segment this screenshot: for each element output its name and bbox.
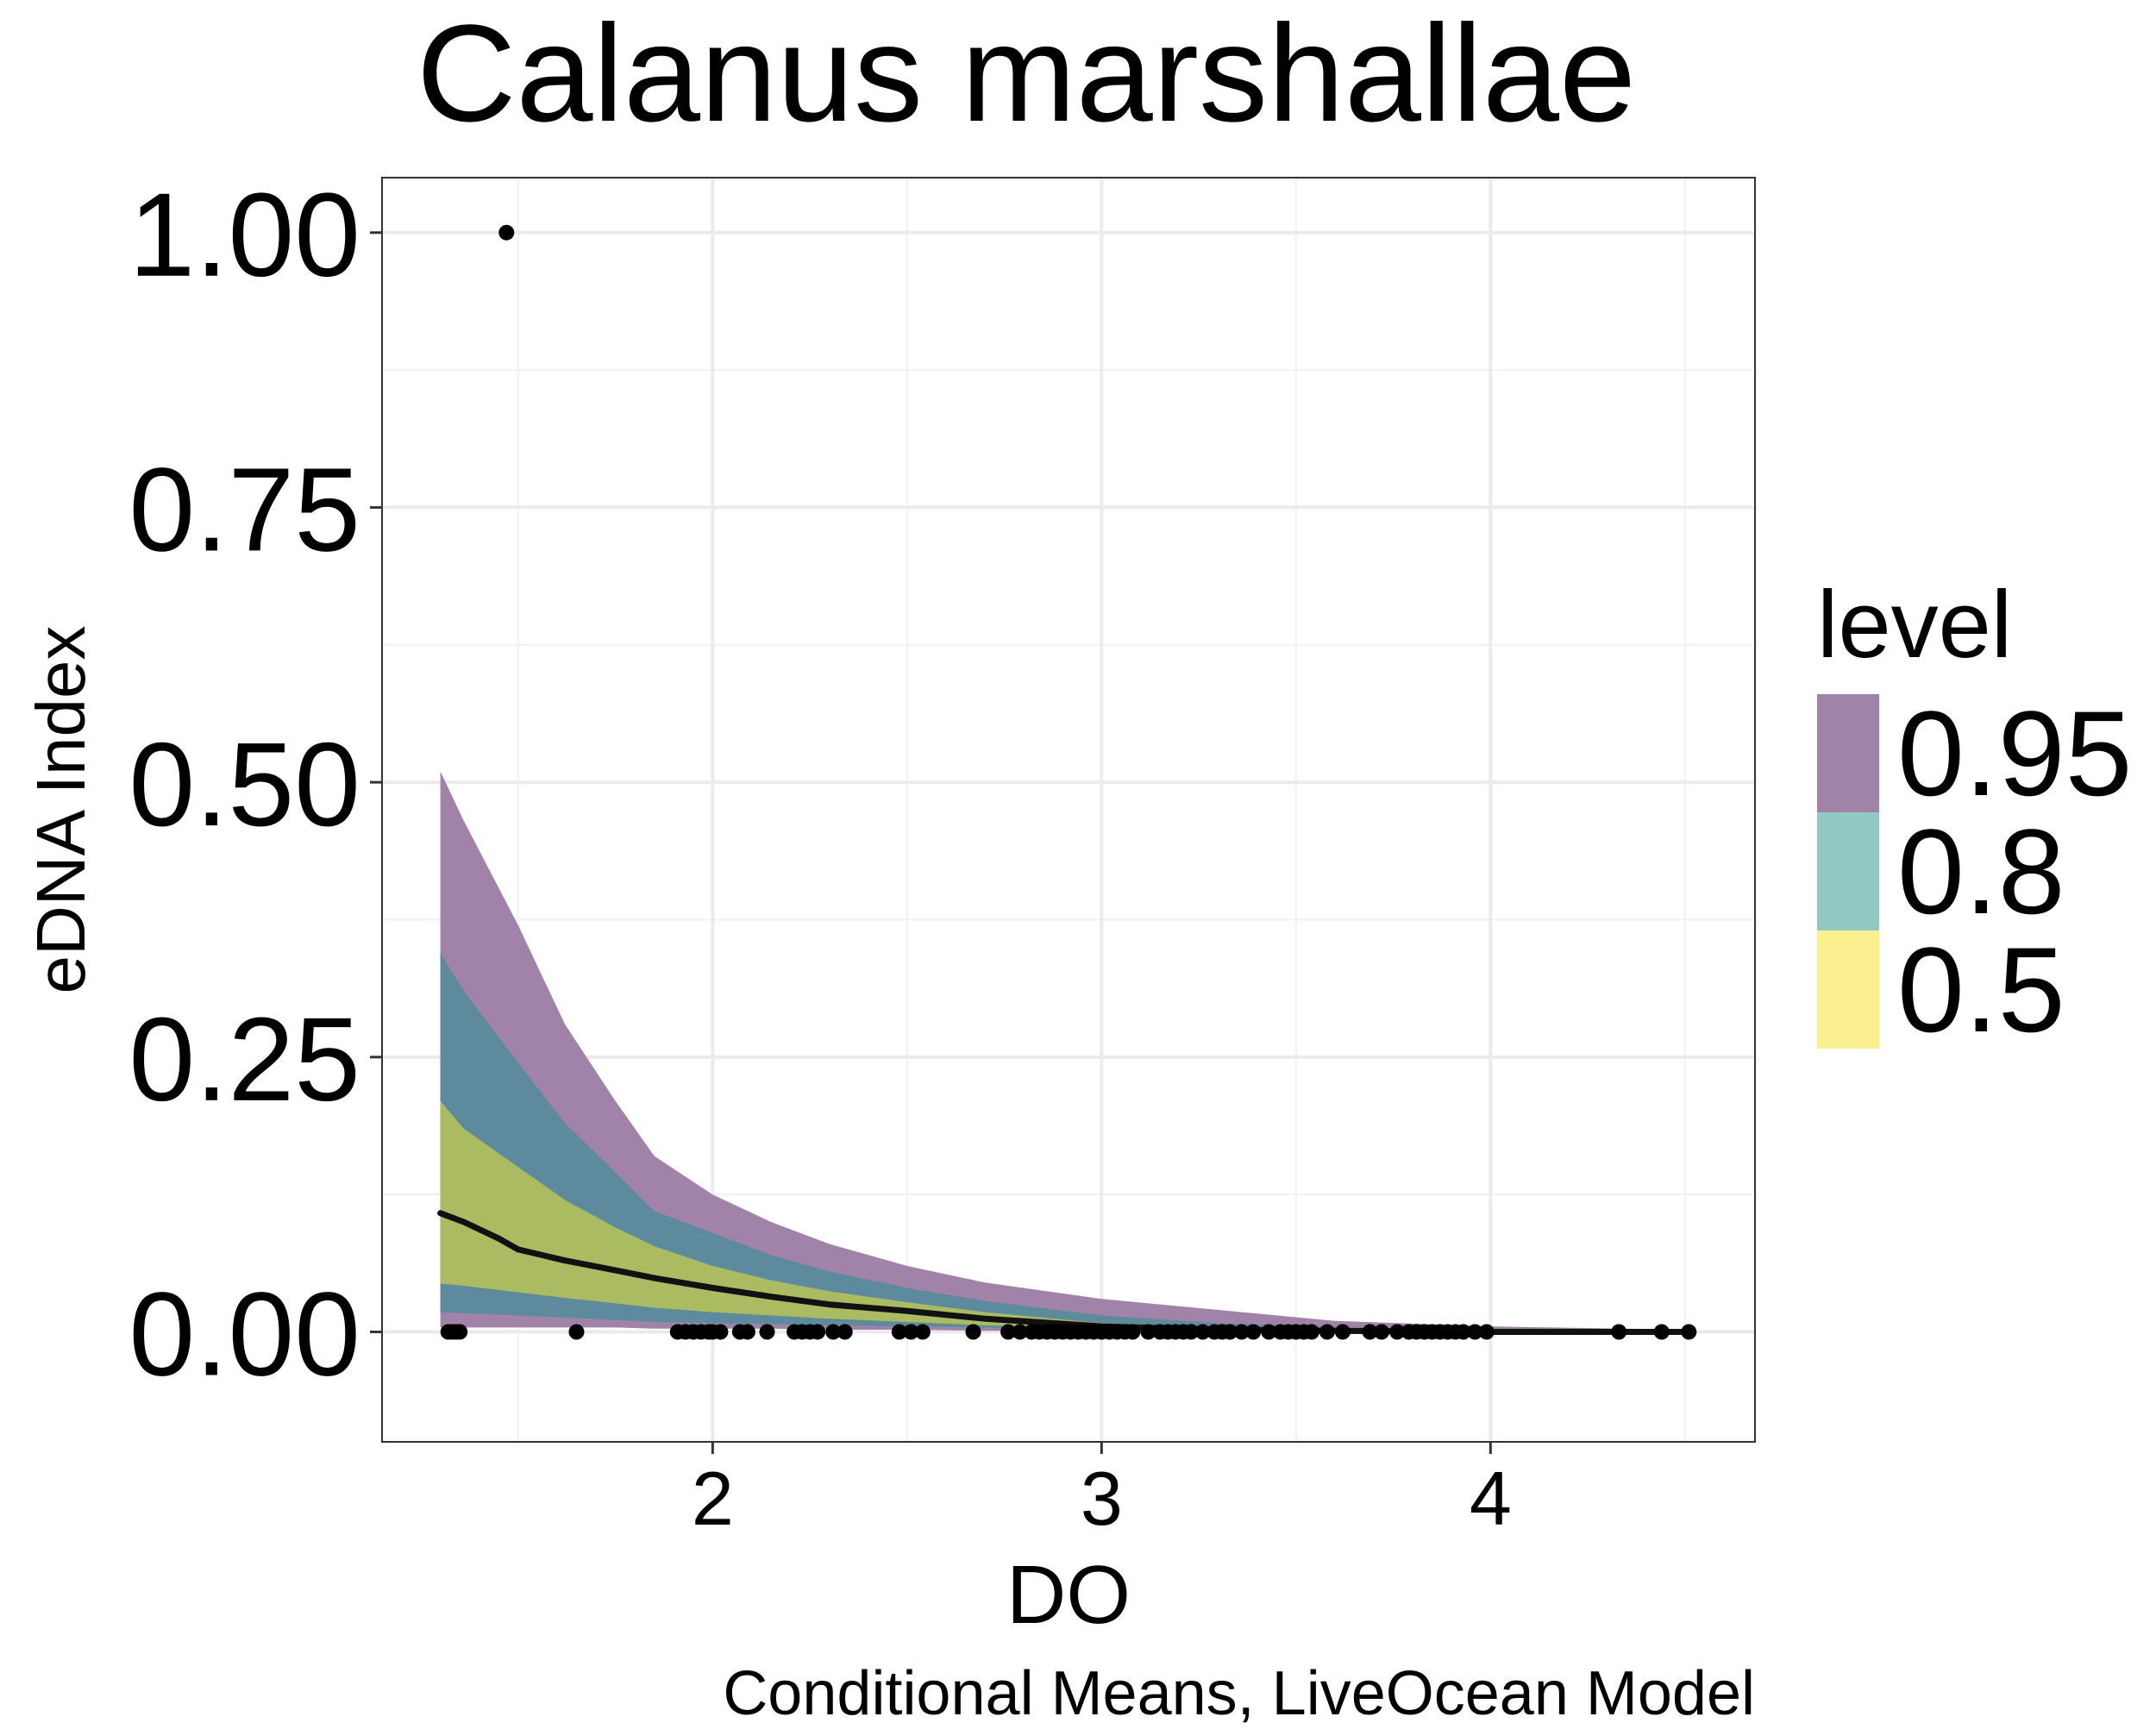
data-point bbox=[712, 1324, 729, 1340]
legend-label: 0.95 bbox=[1897, 686, 2132, 821]
data-point bbox=[903, 1324, 919, 1340]
data-point bbox=[1467, 1324, 1483, 1340]
data-point bbox=[837, 1324, 853, 1340]
x-axis: 2 3 4 bbox=[692, 1442, 1512, 1541]
y-tick-label: 0.50 bbox=[128, 718, 360, 851]
data-point bbox=[452, 1324, 468, 1340]
legend-title: level bbox=[1817, 572, 2012, 678]
data-point bbox=[810, 1324, 826, 1340]
data-point bbox=[1681, 1324, 1697, 1340]
data-point bbox=[1334, 1324, 1351, 1340]
y-tick-label: 0.75 bbox=[128, 443, 360, 576]
data-point bbox=[1194, 1324, 1211, 1340]
data-point bbox=[1222, 1324, 1238, 1340]
legend-label: 0.5 bbox=[1897, 922, 2065, 1057]
y-axis: 0.00 0.25 0.50 0.75 1.00 bbox=[128, 169, 382, 1401]
data-point bbox=[1245, 1324, 1262, 1340]
legend-swatch-0.8 bbox=[1817, 812, 1879, 930]
data-point bbox=[1611, 1324, 1627, 1340]
data-point bbox=[1261, 1324, 1277, 1340]
y-tick-label: 0.00 bbox=[128, 1269, 360, 1401]
x-tick-label: 4 bbox=[1470, 1456, 1512, 1541]
data-point bbox=[498, 224, 515, 241]
data-point bbox=[1000, 1324, 1017, 1340]
y-tick-label: 0.25 bbox=[128, 993, 360, 1126]
data-point bbox=[1374, 1324, 1389, 1340]
data-point bbox=[1319, 1324, 1335, 1340]
data-point bbox=[1389, 1324, 1406, 1340]
data-point bbox=[825, 1324, 842, 1340]
legend-label: 0.8 bbox=[1897, 804, 2065, 939]
x-tick-label: 2 bbox=[692, 1456, 734, 1541]
plot-panel-border bbox=[381, 177, 1756, 1443]
legend-swatch-0.95 bbox=[1817, 694, 1879, 812]
x-axis-label: DO bbox=[1006, 1549, 1131, 1641]
data-point bbox=[739, 1324, 755, 1340]
legend: level 0.950.80.5 bbox=[1817, 572, 2132, 1057]
data-point bbox=[1455, 1324, 1471, 1340]
grid-major bbox=[382, 178, 1755, 1442]
data-point bbox=[1362, 1324, 1378, 1340]
data-point bbox=[1233, 1324, 1250, 1340]
data-point bbox=[1303, 1324, 1319, 1340]
data-point bbox=[914, 1324, 931, 1340]
legend-swatch-0.5 bbox=[1817, 930, 1879, 1049]
chart-title: Calanus marshallae bbox=[417, 0, 1636, 150]
data-point bbox=[759, 1324, 775, 1340]
y-axis-label: eDNA Index bbox=[22, 626, 99, 994]
data-point bbox=[891, 1324, 907, 1340]
data-point bbox=[1653, 1324, 1670, 1340]
data-points bbox=[440, 224, 1697, 1340]
y-tick-label: 1.00 bbox=[128, 169, 360, 302]
x-tick-label: 3 bbox=[1081, 1456, 1123, 1541]
data-point bbox=[965, 1324, 981, 1340]
data-point bbox=[1125, 1324, 1141, 1340]
grid-minor bbox=[382, 178, 1755, 1442]
data-point bbox=[1012, 1324, 1028, 1340]
ribbons bbox=[440, 771, 1685, 1332]
data-point bbox=[568, 1324, 585, 1340]
data-point bbox=[1478, 1324, 1495, 1340]
data-point bbox=[1183, 1324, 1200, 1340]
data-point bbox=[1140, 1324, 1156, 1340]
chart-caption: Conditional Means, LiveOcean Model bbox=[723, 1659, 1755, 1725]
